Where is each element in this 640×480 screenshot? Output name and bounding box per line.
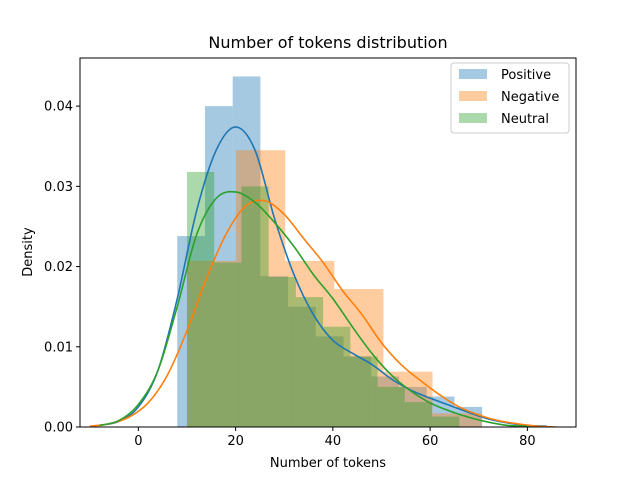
bar-positive-8 bbox=[398, 386, 427, 427]
bar-neutral-2 bbox=[241, 186, 269, 427]
bar-negative-1 bbox=[236, 150, 286, 427]
legend-label-negative: Negative bbox=[501, 90, 559, 105]
kde-line-neutral bbox=[99, 190, 528, 427]
bar-neutral-7 bbox=[377, 386, 405, 427]
bar-neutral-4 bbox=[295, 297, 324, 427]
legend-swatch-neutral bbox=[459, 113, 487, 123]
bar-positive-5 bbox=[315, 336, 344, 427]
x-tick-label: 0 bbox=[134, 434, 142, 449]
axes-frame bbox=[79, 57, 577, 428]
bar-neutral-9 bbox=[432, 416, 460, 427]
kde-line-negative bbox=[89, 199, 557, 427]
bar-positive-6 bbox=[343, 356, 372, 427]
legend-swatch-positive bbox=[459, 69, 487, 79]
bar-positive-3 bbox=[260, 276, 289, 427]
legend-swatch-negative bbox=[459, 91, 487, 101]
legend-label-neutral: Neutral bbox=[501, 112, 549, 127]
y-tick-label: 0.01 bbox=[44, 340, 73, 355]
axes: 0 20 40 60 80 0.00 0.01 0.02 0.03 0.04 bbox=[44, 57, 577, 449]
bar-positive-1 bbox=[204, 106, 233, 427]
x-tick-label: 80 bbox=[519, 434, 536, 449]
y-tick-label: 0.02 bbox=[44, 260, 73, 275]
bar-negative-0 bbox=[186, 260, 237, 427]
legend-label-positive: Positive bbox=[501, 68, 551, 83]
bar-neutral-5 bbox=[323, 326, 351, 427]
x-axis-label: Number of tokens bbox=[270, 456, 386, 471]
bar-positive-7 bbox=[371, 376, 399, 427]
x-tick-label: 60 bbox=[422, 434, 439, 449]
y-tick-label: 0.00 bbox=[44, 421, 73, 436]
kde-line-positive bbox=[99, 126, 547, 427]
bar-neutral-6 bbox=[350, 356, 378, 427]
y-tick-label: 0.03 bbox=[44, 180, 73, 195]
bar-neutral-3 bbox=[268, 276, 296, 427]
bar-neutral-0 bbox=[186, 171, 215, 427]
y-axis-label: Density bbox=[21, 227, 36, 277]
plot-area bbox=[89, 76, 557, 427]
legend: Positive Negative Neutral bbox=[450, 62, 570, 134]
legend-box bbox=[450, 62, 570, 134]
chart-title: Number of tokens distribution bbox=[208, 33, 447, 52]
bar-positive-4 bbox=[288, 306, 316, 427]
y-tick-label: 0.04 bbox=[44, 100, 73, 115]
bar-neutral-1 bbox=[214, 262, 242, 427]
bar-positive-0 bbox=[177, 236, 205, 427]
x-tick-label: 40 bbox=[325, 434, 342, 449]
histogram-neutral bbox=[186, 171, 460, 427]
bar-neutral-8 bbox=[404, 402, 433, 427]
histogram-negative bbox=[186, 150, 482, 427]
bar-negative-2 bbox=[285, 260, 335, 427]
x-tick-label: 20 bbox=[227, 434, 244, 449]
series-layer bbox=[89, 76, 557, 427]
